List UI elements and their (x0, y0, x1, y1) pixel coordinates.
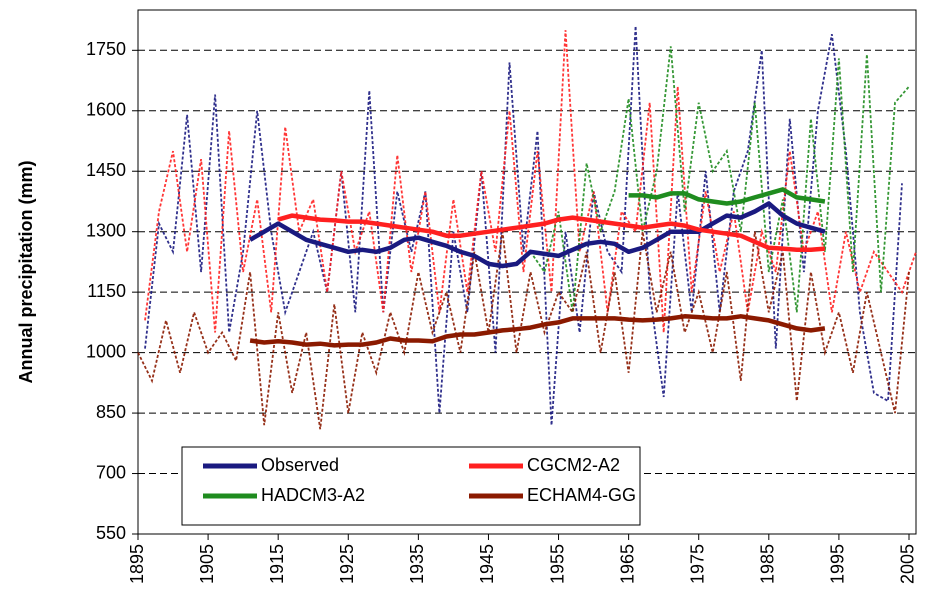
x-tick-label: 1985 (758, 544, 778, 584)
x-tick-label: 1925 (337, 544, 357, 584)
x-tick-label: 1945 (477, 544, 497, 584)
smoothed-line (249, 314, 826, 348)
legend-label: CGCM2-A2 (527, 455, 620, 475)
legend-label: HADCM3-A2 (261, 485, 365, 505)
annual-line (144, 30, 917, 333)
plot-frame (137, 9, 917, 535)
x-tick-label: 1935 (407, 544, 427, 584)
y-tick-label: 1150 (87, 281, 126, 301)
annual-line (137, 231, 910, 430)
smoothed-line (628, 187, 826, 206)
legend-label: Observed (261, 455, 339, 475)
y-axis-title: Annual precipitation (mm) (16, 160, 36, 383)
y-tick-label: 1300 (86, 220, 126, 240)
x-tick-label: 1895 (127, 544, 147, 584)
x-tick-label: 1955 (547, 544, 567, 584)
y-tick-label: 1750 (86, 39, 126, 59)
smoothed-line (248, 201, 826, 269)
annual-line (144, 26, 903, 426)
y-tick-label: 1000 (86, 341, 126, 361)
y-tick-label: 1600 (86, 100, 126, 120)
x-tick-label: 1975 (687, 544, 707, 584)
x-tick-label: 1915 (267, 544, 287, 584)
x-tick-label: 2005 (898, 544, 918, 584)
smoothed-line (277, 213, 826, 253)
x-tick-label: 1965 (617, 544, 637, 584)
y-tick-label: 850 (96, 402, 126, 422)
legend-box (181, 446, 641, 526)
y-tick-label: 550 (96, 523, 126, 543)
legend-label: ECHAM4-GG (527, 485, 636, 505)
y-tick-label: 1450 (86, 160, 126, 180)
y-tick-label: 700 (96, 462, 126, 482)
x-tick-label: 1995 (828, 544, 848, 584)
x-tick-label: 1905 (197, 544, 217, 584)
